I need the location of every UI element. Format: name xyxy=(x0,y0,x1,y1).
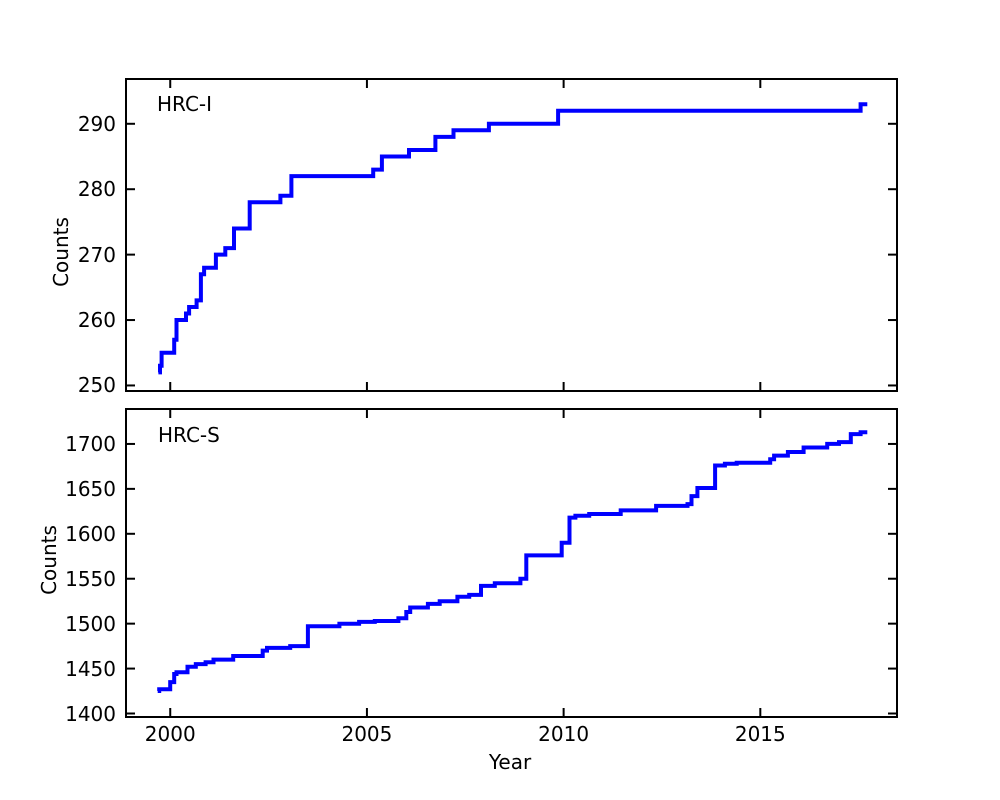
hrc-s-y-tick-label: 1500 xyxy=(65,611,116,636)
hrc-s-x-tick-label: 2010 xyxy=(538,722,590,746)
hrc-s-y-tick-label: 1700 xyxy=(65,431,116,456)
hrc-s-y-tick-label: 1550 xyxy=(65,566,116,591)
hrc-s-y-tick-label: 1650 xyxy=(65,476,116,501)
hrc-s-axes-frame xyxy=(125,408,898,718)
hrc-s-y-tick-label: 1400 xyxy=(65,701,116,726)
hrc-i-subplot xyxy=(125,78,898,392)
hrc-i-annotation: HRC-I xyxy=(157,92,213,116)
x-axis-title: Year xyxy=(488,750,532,774)
hrc-s-tick-marks xyxy=(127,410,896,716)
hrc-i-tick-marks xyxy=(127,80,896,390)
hrc-s-y-tick-label: 1450 xyxy=(65,656,116,681)
hrc-i-y-tick-label: 260 xyxy=(77,308,116,333)
hrc-s-x-tick-label: 2000 xyxy=(144,722,196,746)
hrc-s-x-tick-label: 2005 xyxy=(341,722,393,746)
hrc-i-data-line xyxy=(158,102,868,375)
hrc-s-x-tick-label: 2015 xyxy=(734,722,786,746)
hrc-s-subplot xyxy=(125,408,898,718)
hrc-i-axes-frame xyxy=(125,78,898,392)
hrc-i-y-tick-label: 270 xyxy=(77,242,116,267)
hrc-s-data-line xyxy=(157,430,868,693)
hrc-i-y-tick-label: 290 xyxy=(77,111,116,136)
hrc-s-y-tick-label: 1600 xyxy=(65,521,116,546)
hrc-i-y-tick-label: 280 xyxy=(77,177,116,202)
hrc-i-y-tick-label: 250 xyxy=(77,373,116,398)
hrc-s-annotation: HRC-S xyxy=(158,423,220,447)
